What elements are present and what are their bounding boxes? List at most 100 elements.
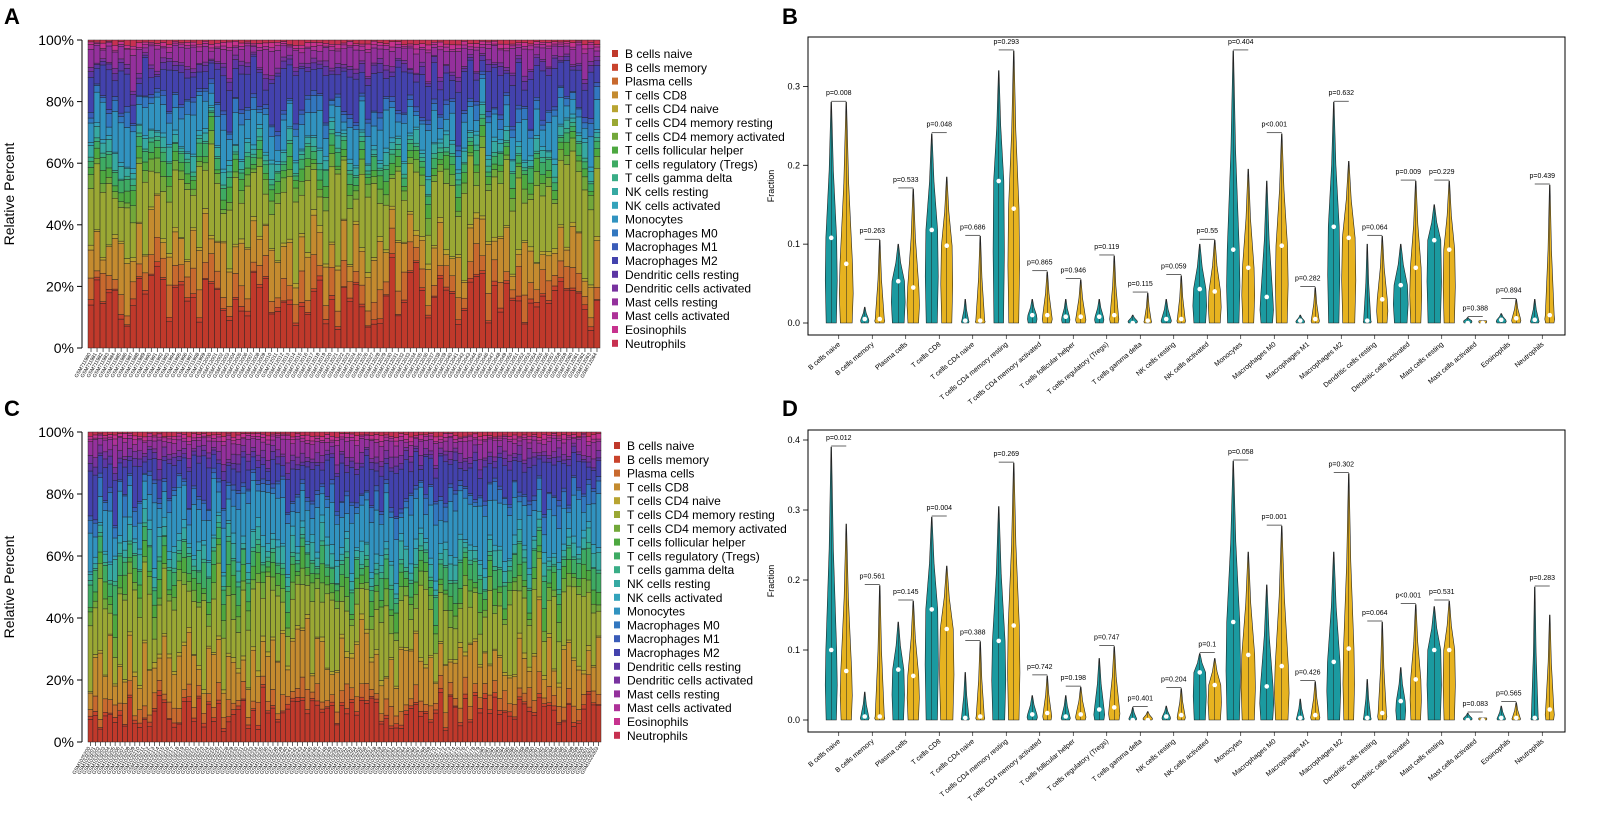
bar-segment <box>340 140 348 150</box>
bar-segment <box>206 645 212 649</box>
bar-segment <box>376 289 384 320</box>
bar-segment <box>509 300 516 349</box>
bar-segment <box>443 147 450 153</box>
bar-segment <box>437 520 444 544</box>
bar-segment <box>346 281 354 299</box>
legend-label: NK cells activated <box>627 591 722 605</box>
bar-segment <box>571 573 577 578</box>
bar-segment <box>329 544 335 555</box>
bar-segment <box>268 248 275 251</box>
bar-segment <box>135 163 143 223</box>
bar-segment <box>358 131 366 137</box>
bar-segment <box>563 43 571 47</box>
bar-segment <box>467 590 473 608</box>
bar-segment <box>408 471 414 494</box>
bar-segment <box>413 566 419 583</box>
bar-segment <box>240 659 247 682</box>
bar-segment <box>280 433 286 436</box>
bar-segment <box>437 578 444 585</box>
y-axis-label: Fraction <box>766 170 776 203</box>
bar-segment <box>309 700 316 743</box>
bar-segment <box>102 676 108 700</box>
bar-segment <box>93 83 101 86</box>
bar-segment <box>87 470 94 517</box>
bar-segment <box>575 39 583 42</box>
bar-segment <box>576 594 582 667</box>
bar-segment <box>536 437 543 441</box>
bar-segment <box>561 706 567 721</box>
bar-segment <box>561 649 567 708</box>
bar-segment <box>388 51 396 67</box>
bar-segment <box>146 529 153 546</box>
bar-segment <box>262 42 269 47</box>
bar-segment <box>202 90 209 102</box>
bar-segment <box>485 176 492 185</box>
bar-segment <box>166 47 173 53</box>
bar-segment <box>166 122 173 145</box>
bar-segment <box>485 44 492 49</box>
bar-segment <box>324 431 330 435</box>
bar-segment <box>595 694 602 705</box>
bar-segment <box>322 60 330 67</box>
bar-segment <box>467 495 473 505</box>
bar-segment <box>201 449 207 457</box>
bar-segment <box>292 325 300 349</box>
bar-segment <box>346 184 354 196</box>
bar-segment <box>186 458 192 468</box>
bar-segment <box>93 276 101 281</box>
bar-segment <box>536 526 543 531</box>
bar-segment <box>97 455 104 474</box>
bar-segment <box>107 431 113 435</box>
bar-segment <box>556 505 562 529</box>
bar-segment <box>407 270 414 273</box>
bar-segment <box>290 556 296 565</box>
bar-segment <box>398 512 404 518</box>
bar-segment <box>160 147 167 153</box>
bar-segment <box>93 279 101 349</box>
bar-segment <box>310 49 318 59</box>
bar-segment <box>545 255 553 282</box>
bar-segment <box>238 238 245 244</box>
bar-segment <box>491 141 498 153</box>
bar-segment <box>364 703 370 743</box>
bar-segment <box>536 551 543 559</box>
bar-segment <box>527 71 534 80</box>
bar-segment <box>462 551 469 558</box>
bar-segment <box>316 196 324 226</box>
bar-segment <box>349 467 355 503</box>
bar-segment <box>546 509 552 558</box>
bar-segment <box>184 153 191 160</box>
bar-segment <box>539 119 547 126</box>
bar-segment <box>334 63 342 68</box>
bar-segment <box>462 431 469 437</box>
bar-segment <box>268 126 275 137</box>
bar-segment <box>255 539 261 545</box>
bar-segment <box>443 134 450 148</box>
bar-segment <box>461 147 468 152</box>
legend-swatch <box>614 580 620 587</box>
bar-segment <box>260 491 266 536</box>
category-label: T cells follicular helper <box>1019 341 1077 391</box>
bar-segment <box>112 685 118 706</box>
bar-segment <box>235 632 242 669</box>
bar-segment <box>531 653 538 657</box>
bar-segment <box>232 151 239 155</box>
bar-segment <box>141 290 149 295</box>
median-point <box>895 667 901 672</box>
bar-segment <box>93 163 101 231</box>
bar-segment <box>425 314 432 319</box>
bar-segment <box>304 112 312 137</box>
bar-segment <box>280 710 286 714</box>
bar-segment <box>117 664 123 667</box>
bar-segment <box>546 435 552 439</box>
bar-segment <box>196 138 203 144</box>
bar-segment <box>437 439 444 443</box>
bar-segment <box>349 522 355 574</box>
bar-segment <box>556 569 562 590</box>
bar-segment <box>477 575 483 580</box>
bar-segment <box>290 697 296 702</box>
bar-segment <box>93 141 101 149</box>
bar-segment <box>220 480 227 509</box>
bar-segment <box>587 118 595 124</box>
bar-segment <box>449 112 456 141</box>
